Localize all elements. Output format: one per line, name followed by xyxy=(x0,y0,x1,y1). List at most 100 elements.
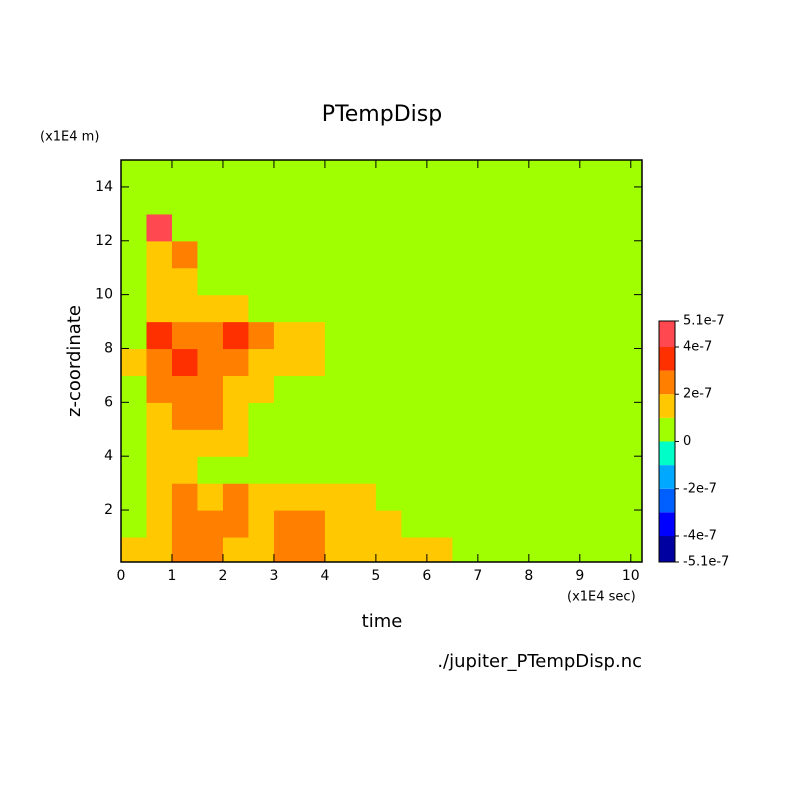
contour-cell xyxy=(375,402,402,430)
contour-cell xyxy=(350,213,377,242)
contour-cell xyxy=(222,240,250,269)
contour-cell xyxy=(477,267,504,296)
contour-cell xyxy=(401,213,428,242)
colorbar-band xyxy=(659,321,675,347)
contour-cell xyxy=(554,429,581,457)
contour-cell xyxy=(299,348,326,377)
contour-cell xyxy=(222,294,250,323)
x-axis-label: time xyxy=(362,611,403,632)
contour-cell xyxy=(222,510,250,538)
y-tick-label: 2 xyxy=(104,502,113,518)
contour-cell xyxy=(426,240,453,269)
contour-cell xyxy=(503,267,530,296)
contour-cell xyxy=(401,348,428,377)
contour-cell xyxy=(273,321,301,350)
contour-cell xyxy=(452,536,479,562)
contour-cell xyxy=(477,240,504,269)
contour-cell xyxy=(426,456,453,484)
contour-cell xyxy=(350,402,377,430)
contour-cell xyxy=(324,321,352,350)
contour-cell xyxy=(273,348,301,377)
contour-cell xyxy=(630,160,642,188)
contour-cell xyxy=(248,510,275,538)
contour-cell xyxy=(528,402,555,430)
contour-cell xyxy=(477,483,504,511)
contour-cell xyxy=(248,267,275,296)
contour-cell xyxy=(579,267,606,296)
x-tick-label: 9 xyxy=(575,568,584,584)
contour-cell xyxy=(171,429,199,457)
contour-cell xyxy=(579,402,606,430)
colorbar-band xyxy=(659,465,675,489)
contour-cell xyxy=(121,294,148,323)
contour-cell xyxy=(452,213,479,242)
contour-cell xyxy=(350,456,377,484)
axes: 0 1 2 3 4 5 6 7 8 9 102468101214-5.1e-7-4e-7-2e-70… xyxy=(95,159,729,584)
contour-cell xyxy=(528,186,555,215)
contour-cell xyxy=(401,456,428,484)
contour-field xyxy=(121,160,642,562)
contour-cell xyxy=(452,348,479,377)
contour-cell xyxy=(605,510,632,538)
colorbar-band xyxy=(659,441,675,466)
contour-cell xyxy=(171,267,199,296)
contour-cell xyxy=(299,213,326,242)
contour-cell xyxy=(248,429,275,457)
contour-cell xyxy=(197,213,224,242)
contour-cell xyxy=(401,267,428,296)
x-tick-label: 10 xyxy=(622,568,640,584)
contour-cell xyxy=(248,160,275,188)
contour-cell xyxy=(528,267,555,296)
contour-cell xyxy=(248,186,275,215)
contour-cell xyxy=(426,160,453,188)
contour-cell xyxy=(401,160,428,188)
colorbar-band xyxy=(659,512,675,537)
contour-cell xyxy=(452,375,479,403)
contour-cell xyxy=(630,510,642,538)
contour-cell xyxy=(222,402,250,430)
contour-cell xyxy=(273,186,301,215)
contour-cell xyxy=(171,456,199,484)
contour-cell xyxy=(248,294,275,323)
contour-cell xyxy=(477,348,504,377)
contour-cell xyxy=(350,160,377,188)
contour-cell xyxy=(605,402,632,430)
contour-cell xyxy=(121,160,148,188)
contour-cell xyxy=(222,213,250,242)
contour-cell xyxy=(171,483,199,511)
contour-cell xyxy=(554,294,581,323)
contour-cell xyxy=(554,213,581,242)
contour-cell xyxy=(426,321,453,350)
contour-cell xyxy=(579,186,606,215)
contour-cell xyxy=(350,186,377,215)
contour-cell xyxy=(452,456,479,484)
contour-cell xyxy=(121,267,148,296)
contour-cell xyxy=(197,375,224,403)
contour-cell xyxy=(273,294,301,323)
contour-cell xyxy=(554,267,581,296)
colorbar-tick-label: -2e-7 xyxy=(683,481,717,496)
contour-cell xyxy=(426,483,453,511)
contour-cell xyxy=(630,348,642,377)
contour-cell xyxy=(121,456,148,484)
contour-cell xyxy=(401,402,428,430)
contour-cell xyxy=(401,375,428,403)
contour-cell xyxy=(248,483,275,511)
contour-cell xyxy=(121,213,148,242)
contour-cell xyxy=(121,321,148,350)
contour-cell xyxy=(579,483,606,511)
x-tick-label: 1 xyxy=(168,568,177,584)
y-tick-label: 14 xyxy=(95,179,113,195)
contour-cell xyxy=(426,267,453,296)
contour-cell xyxy=(579,375,606,403)
contour-cell xyxy=(273,456,301,484)
contour-cell xyxy=(350,348,377,377)
contour-cell xyxy=(554,186,581,215)
source-file: ./jupiter_PTempDisp.nc xyxy=(437,651,642,672)
contour-cell xyxy=(273,429,301,457)
contour-cell xyxy=(477,321,504,350)
colorbar-tick-label: 0 xyxy=(683,434,691,449)
contour-cell xyxy=(273,213,301,242)
contour-cell xyxy=(375,510,402,538)
